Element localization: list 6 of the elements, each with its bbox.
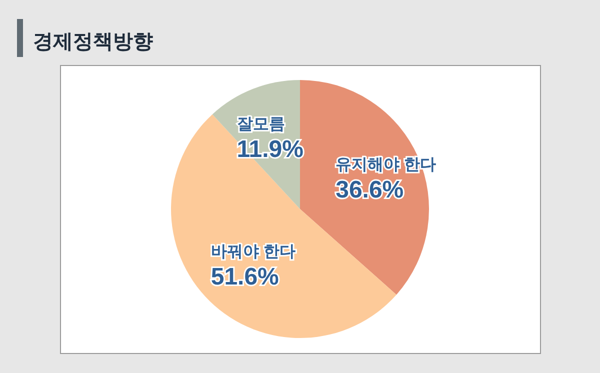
chart-title: 경제정책방향 bbox=[33, 31, 153, 53]
data-label: 11.9% bbox=[236, 136, 304, 163]
slice-label: 바꿔야 한다 bbox=[210, 243, 296, 260]
data-label: 36.6% bbox=[336, 176, 404, 204]
slice-label: 잘모름 bbox=[236, 116, 285, 133]
data-label: 51.6% bbox=[210, 263, 279, 290]
